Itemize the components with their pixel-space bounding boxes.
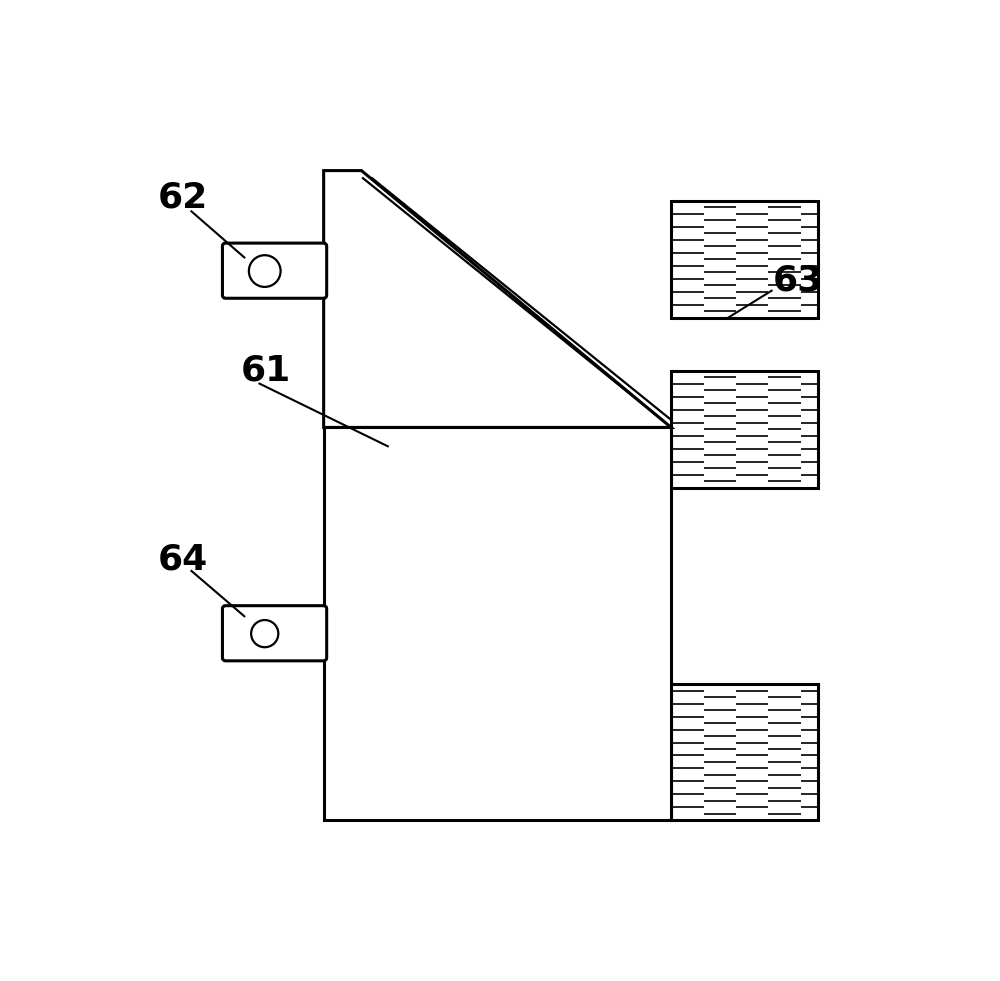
FancyBboxPatch shape (222, 605, 327, 661)
Text: 64: 64 (157, 542, 208, 577)
Bar (324, 428, 671, 820)
Circle shape (251, 620, 278, 647)
Circle shape (249, 255, 281, 286)
Bar (671, 685, 818, 820)
Bar (671, 201, 818, 318)
Text: 63: 63 (773, 263, 823, 297)
FancyBboxPatch shape (222, 243, 327, 298)
Bar (671, 371, 818, 488)
Text: 61: 61 (241, 354, 291, 387)
Text: 62: 62 (157, 181, 208, 214)
Polygon shape (324, 171, 671, 428)
